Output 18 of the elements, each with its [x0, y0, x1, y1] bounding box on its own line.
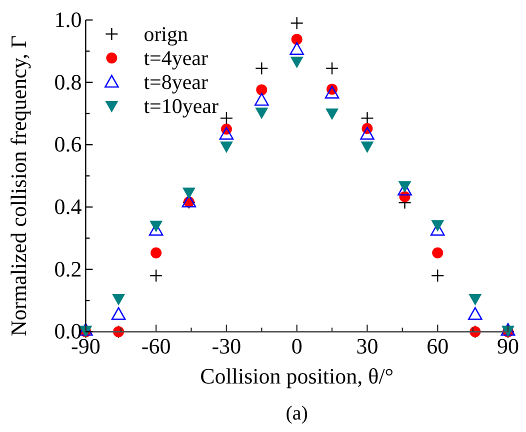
legend-label: t=4year — [144, 46, 208, 70]
y-tick-label: 1.0 — [54, 7, 82, 32]
text: (a) — [286, 402, 308, 425]
x-tick-label: -30 — [212, 334, 242, 359]
x-tick-label: 0 — [291, 334, 302, 359]
y-tick-label: 0.2 — [54, 256, 82, 282]
x-tick-label: 60 — [426, 334, 449, 359]
x-axis-title: Collision position, θ/° — [200, 364, 394, 389]
x-tick-label: 30 — [356, 334, 378, 359]
legend-label: t=10year — [144, 94, 219, 118]
y-tick-label: 0.4 — [54, 194, 82, 220]
legend-label: t=8year — [144, 70, 208, 94]
x-tick-label: 90 — [497, 334, 519, 359]
y-tick-label: 0.6 — [54, 132, 82, 157]
legend-label: orign — [144, 22, 189, 46]
y-tick-label: 0.8 — [54, 69, 82, 94]
y-axis-title: Normalized collision frequency, Γ — [6, 35, 31, 336]
x-tick-label: -60 — [141, 334, 171, 359]
